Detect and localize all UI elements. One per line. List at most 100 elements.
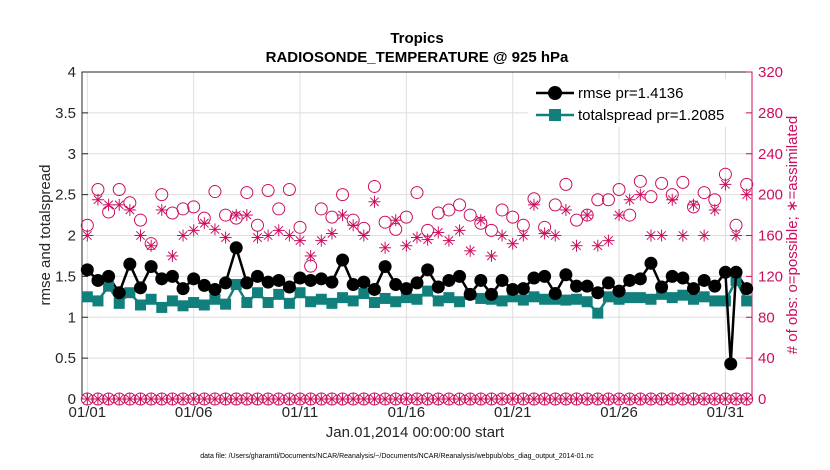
asterisk-stroke xyxy=(614,394,624,404)
obs-assimilated-point xyxy=(145,239,158,252)
asterisk-stroke xyxy=(454,225,465,235)
asterisk-stroke xyxy=(263,394,273,404)
y-tick-label-right: 80 xyxy=(758,309,775,326)
asterisk-stroke xyxy=(82,394,92,404)
obs-assimilated-point xyxy=(336,209,349,222)
totalspread-point xyxy=(262,297,274,309)
x-tick-label: 01/31 xyxy=(707,404,745,421)
asterisk-stroke xyxy=(720,394,730,404)
y-tick-label-right: 280 xyxy=(758,105,783,122)
y-tick-label-left: 2 xyxy=(68,228,76,245)
obs-possible-point xyxy=(697,186,711,200)
asterisk-stroke xyxy=(189,225,199,235)
rmse-point xyxy=(123,257,137,271)
asterisk-stroke xyxy=(327,394,337,404)
obs-assimilated-point xyxy=(166,249,179,262)
asterisk-stroke xyxy=(699,230,709,241)
rmse-point xyxy=(336,253,350,267)
obs-zero-asterisk xyxy=(113,393,126,405)
rmse-point xyxy=(144,260,158,274)
obs-assimilated-point xyxy=(91,193,104,206)
totalspread-point xyxy=(443,292,455,304)
totalspread-point xyxy=(92,295,104,307)
obs-zero-asterisk xyxy=(474,393,487,405)
asterisk-stroke xyxy=(242,394,252,404)
asterisk-stroke xyxy=(252,232,263,243)
obs-possible-point xyxy=(601,193,615,207)
obs-zero-asterisk xyxy=(251,393,264,405)
totalspread-point xyxy=(294,287,306,299)
asterisk-stroke xyxy=(529,200,539,210)
totalspread-point xyxy=(581,296,593,308)
obs-zero-asterisk xyxy=(336,393,349,405)
obs-zero-asterisk xyxy=(485,393,498,405)
y-tick-label-right: 120 xyxy=(758,268,783,285)
rmse-point xyxy=(463,287,477,301)
asterisk-stroke xyxy=(327,228,337,239)
obs-zero-asterisk xyxy=(389,393,402,405)
asterisk-stroke xyxy=(540,394,550,404)
obs-zero-asterisk xyxy=(208,393,221,405)
rmse-point xyxy=(612,284,626,298)
rmse-point xyxy=(293,271,307,285)
totalspread-point xyxy=(719,295,731,307)
obs-assimilated-point xyxy=(644,229,657,242)
asterisk-stroke xyxy=(82,230,92,241)
obs-assimilated-point xyxy=(559,203,572,216)
asterisk-stroke xyxy=(199,218,209,228)
rmse-point xyxy=(357,275,371,289)
data-file-footnote: data file: /Users/gharamti/Documents/NCA… xyxy=(200,453,594,460)
totalspread-point xyxy=(656,288,668,300)
asterisk-stroke xyxy=(231,394,241,404)
obs-zero-asterisk xyxy=(613,393,626,405)
obs-zero-asterisk xyxy=(198,393,211,405)
rmse-point xyxy=(187,272,201,286)
rmse-dip-line xyxy=(724,272,738,364)
legend-totalspread-marker xyxy=(549,109,561,121)
obs-zero-asterisk xyxy=(166,393,179,405)
asterisk-stroke xyxy=(550,394,560,404)
obs-possible-point xyxy=(463,208,477,222)
rmse-point xyxy=(442,273,456,287)
left-axis: 0 0.5 1 1.5 2 2.5 3 3.5 4 xyxy=(55,64,88,408)
asterisk-stroke xyxy=(295,394,305,404)
obs-zero-asterisk xyxy=(527,393,540,405)
x-axis-label: Jan.01,2014 00:00:00 start xyxy=(326,424,505,441)
obs-zero-asterisk xyxy=(102,393,115,405)
obs-assimilated-point xyxy=(432,226,445,239)
x-tick-label: 01/11 xyxy=(282,404,318,421)
asterisk-stroke xyxy=(486,394,496,404)
asterisk-stroke xyxy=(359,394,369,404)
obs-assimilated-point xyxy=(549,229,562,242)
obs-assimilated-point xyxy=(155,203,168,216)
chart-title: Tropics xyxy=(390,30,443,47)
totalspread-point xyxy=(613,293,625,305)
totalspread-point xyxy=(709,295,721,307)
obs-zero-asterisk xyxy=(698,393,711,405)
totalspread-point xyxy=(454,296,466,308)
asterisk-stroke xyxy=(582,210,592,220)
rmse-point xyxy=(538,269,552,283)
rmse-point xyxy=(314,272,328,286)
y-tick-label-right: 160 xyxy=(758,228,783,245)
rmse-point xyxy=(240,276,254,290)
asterisk-stroke xyxy=(657,230,667,241)
rmse-point xyxy=(91,273,105,287)
asterisk-stroke xyxy=(178,230,188,241)
obs-zero-asterisk xyxy=(411,393,423,405)
rmse-point xyxy=(623,273,637,287)
obs-possible-point xyxy=(176,202,190,216)
obs-assimilated-point xyxy=(581,209,594,222)
asterisk-stroke xyxy=(571,241,582,251)
obs-zero-asterisk xyxy=(623,393,636,405)
rmse-point xyxy=(687,282,701,296)
totalspread-point xyxy=(315,293,327,305)
obs-zero-asterisk xyxy=(570,393,583,405)
rmse-point xyxy=(261,275,275,289)
asterisk-stroke xyxy=(167,394,177,404)
obs-zero-asterisk xyxy=(602,393,615,405)
asterisk-stroke xyxy=(348,220,358,230)
rmse-point xyxy=(633,272,647,286)
asterisk-stroke xyxy=(423,394,433,404)
totalspread-point xyxy=(198,299,210,311)
